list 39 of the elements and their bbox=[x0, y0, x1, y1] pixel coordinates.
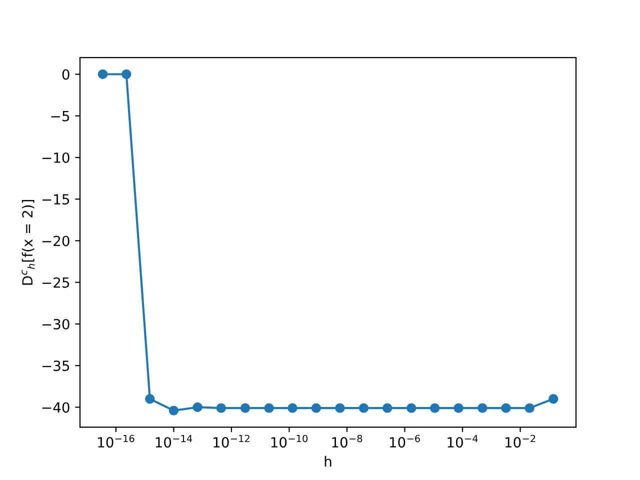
point bbox=[454, 403, 464, 413]
x-tick-label: 10$^{−12}$ bbox=[214, 434, 250, 448]
point bbox=[548, 394, 558, 404]
point bbox=[240, 403, 250, 413]
x-tick-label: 10$^{−14}$ bbox=[156, 434, 192, 448]
point bbox=[288, 403, 298, 413]
point bbox=[145, 394, 155, 404]
point bbox=[501, 403, 511, 413]
point bbox=[311, 403, 322, 413]
y-tick-label: −25 bbox=[42, 277, 70, 288]
y-tick-label: −35 bbox=[42, 360, 70, 372]
y-tick-label: 0 bbox=[62, 69, 70, 80]
y-tick-label: −20 bbox=[42, 236, 70, 246]
y-tick-label: −5 bbox=[51, 111, 70, 122]
x-tick-label: 10$^{−10}$ bbox=[271, 434, 308, 448]
point bbox=[478, 403, 488, 413]
point bbox=[216, 403, 226, 413]
point bbox=[382, 403, 392, 413]
y-tick-label: −15 bbox=[42, 194, 70, 205]
x-tick-label: 10$^{−4}$ bbox=[448, 434, 478, 448]
y-tick-label: −40 bbox=[42, 402, 70, 413]
point bbox=[168, 406, 179, 416]
point bbox=[264, 403, 274, 413]
x-axis-title: h bbox=[324, 456, 332, 466]
x-tick-label: 10$^{−2}$ bbox=[505, 434, 536, 448]
x-tick-label: 10$^{−16}$ bbox=[98, 434, 134, 448]
x-tick-label: 10$^{−8}$ bbox=[332, 434, 362, 448]
point bbox=[192, 402, 202, 412]
point bbox=[358, 403, 369, 413]
point bbox=[430, 403, 440, 413]
y-tick-label: −30 bbox=[42, 318, 70, 330]
point bbox=[98, 69, 108, 80]
y-tick-label: −10 bbox=[42, 152, 70, 163]
y-axis-title: D$^{c}$$_{h}$[f(x = 2)] bbox=[22, 200, 35, 285]
point bbox=[122, 69, 132, 80]
point bbox=[524, 403, 534, 413]
x-tick-label: 10$^{−6}$ bbox=[390, 434, 420, 448]
point bbox=[406, 403, 416, 413]
point bbox=[335, 403, 345, 413]
